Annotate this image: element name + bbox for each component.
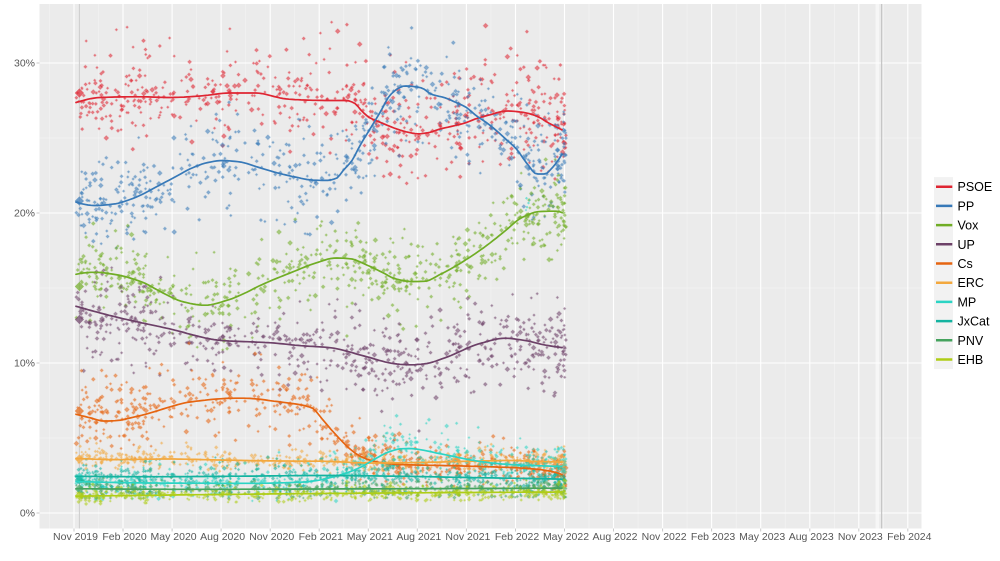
svg-text:JxCat: JxCat [958,315,990,329]
svg-text:0%: 0% [20,508,35,520]
svg-text:10%: 10% [14,358,35,370]
svg-text:UP: UP [958,238,975,252]
svg-text:20%: 20% [14,208,35,220]
svg-text:May 2023: May 2023 [739,531,785,543]
svg-text:Nov 2019: Nov 2019 [53,531,98,543]
svg-text:Feb 2024: Feb 2024 [887,531,932,543]
svg-text:Feb 2023: Feb 2023 [691,531,736,543]
svg-text:Nov 2022: Nov 2022 [642,531,687,543]
svg-text:Aug 2022: Aug 2022 [593,531,638,543]
svg-text:Aug 2021: Aug 2021 [396,531,441,543]
svg-text:PNV: PNV [958,334,984,348]
svg-text:MP: MP [958,295,977,309]
svg-text:PSOE: PSOE [958,180,993,194]
svg-text:May 2020: May 2020 [151,531,197,543]
svg-text:Vox: Vox [958,219,980,233]
svg-text:Feb 2021: Feb 2021 [299,531,344,543]
svg-text:PP: PP [958,199,975,213]
svg-text:May 2021: May 2021 [347,531,393,543]
svg-text:Cs: Cs [958,257,973,271]
svg-text:Nov 2023: Nov 2023 [838,531,883,543]
svg-text:Aug 2023: Aug 2023 [789,531,834,543]
svg-text:30%: 30% [14,58,35,70]
svg-text:Feb 2022: Feb 2022 [495,531,540,543]
svg-text:May 2022: May 2022 [543,531,589,543]
svg-text:Aug 2020: Aug 2020 [200,531,245,543]
svg-text:Feb 2020: Feb 2020 [102,531,147,543]
svg-text:Nov 2021: Nov 2021 [445,531,490,543]
svg-text:EHB: EHB [958,353,984,367]
svg-text:Nov 2020: Nov 2020 [249,531,294,543]
svg-text:ERC: ERC [958,276,984,290]
